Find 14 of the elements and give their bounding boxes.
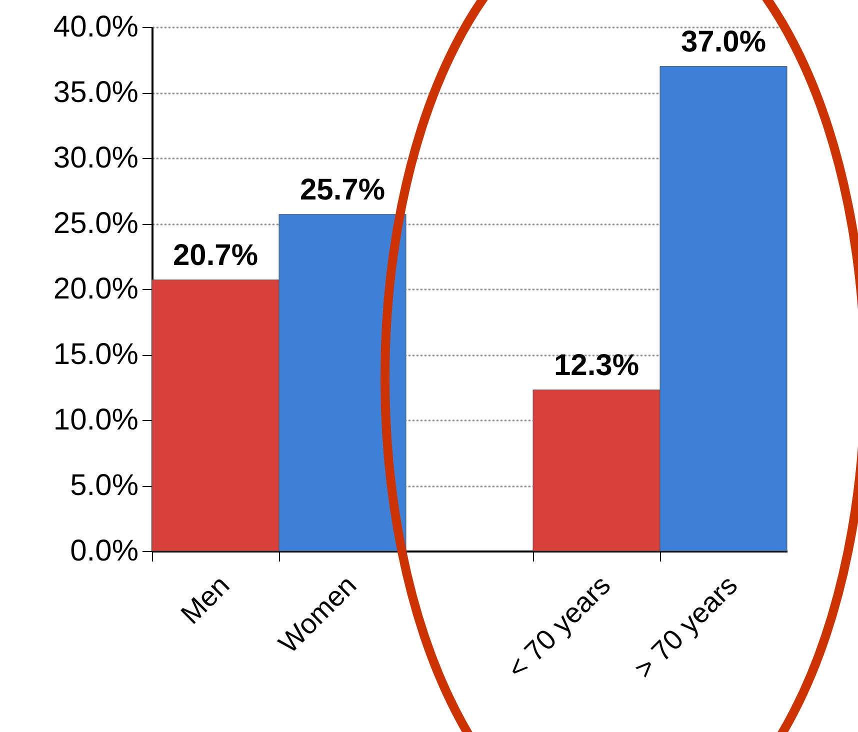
data-label: 20.7% [172, 238, 258, 272]
y-tick-label: 25.0% [53, 207, 138, 240]
y-tick-label: 40.0% [53, 10, 138, 44]
y-tick-label: 10.0% [53, 404, 138, 436]
y-tick-label: 30.0% [53, 142, 138, 174]
y-tick-label: 15.0% [53, 338, 138, 371]
data-label: 37.0% [680, 25, 766, 58]
data-label: 12.3% [554, 348, 640, 382]
y-tick-label: 5.0% [70, 469, 138, 502]
y-tick-label: 35.0% [53, 76, 138, 109]
x-tick-label: Men [174, 569, 236, 630]
y-tick-label: 20.0% [53, 272, 138, 306]
y-tick-label: 0.0% [70, 534, 138, 568]
data-label: 25.7% [300, 173, 386, 206]
